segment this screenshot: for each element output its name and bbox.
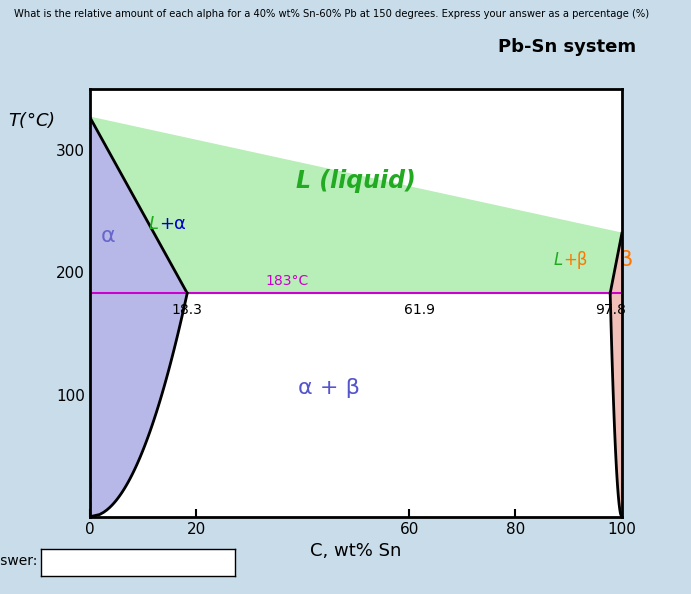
Polygon shape: [90, 117, 187, 517]
Polygon shape: [90, 117, 622, 293]
Polygon shape: [610, 233, 622, 517]
Text: α + β: α + β: [299, 378, 360, 399]
Text: 97.8: 97.8: [595, 303, 625, 317]
Text: $\it{L}$: $\it{L}$: [553, 251, 563, 269]
Text: +β: +β: [563, 251, 588, 269]
Text: 61.9: 61.9: [404, 303, 435, 317]
Text: 18.3: 18.3: [172, 303, 202, 317]
Text: Pb-Sn system: Pb-Sn system: [498, 39, 636, 56]
Text: α: α: [101, 226, 116, 246]
Text: $T$(°C): $T$(°C): [8, 110, 55, 131]
Text: Answer:: Answer:: [0, 554, 38, 568]
Text: +α: +α: [159, 214, 186, 232]
Text: L (liquid): L (liquid): [296, 169, 416, 192]
X-axis label: C, wt% Sn: C, wt% Sn: [310, 542, 401, 560]
Text: β: β: [619, 250, 634, 270]
Text: $\it{L}$: $\it{L}$: [148, 214, 159, 232]
Text: What is the relative amount of each alpha for a 40% wt% Sn-60% Pb at 150 degrees: What is the relative amount of each alph…: [14, 9, 649, 19]
Text: 183°C: 183°C: [265, 274, 308, 288]
